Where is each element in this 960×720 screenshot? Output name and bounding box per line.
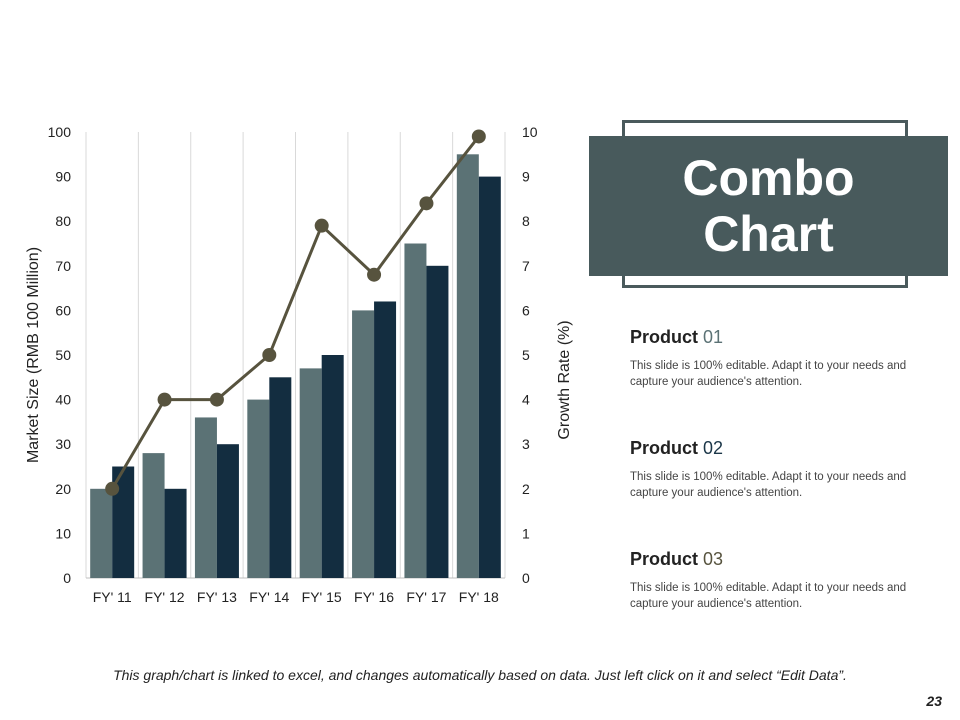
product-name: Product (630, 549, 699, 569)
bar-2 (374, 301, 397, 578)
y2-tick-label: 2 (522, 481, 530, 497)
bar-1 (247, 399, 270, 578)
footer-note: This graph/chart is linked to excel, and… (113, 667, 847, 683)
product-number: 03 (703, 549, 724, 569)
x-tick-label: FY' 13 (197, 589, 237, 605)
product-description: This slide is 100% editable. Adapt it to… (630, 582, 907, 610)
product-description: This slide is 100% editable. Adapt it to… (630, 471, 907, 499)
bar-1 (352, 310, 375, 578)
growth-rate-point (367, 267, 382, 282)
chart-line-series (105, 129, 486, 496)
y2-tick-label: 7 (522, 258, 530, 274)
product-name: Product (630, 327, 699, 347)
bar-2 (426, 265, 449, 578)
product-number: 02 (703, 438, 724, 458)
slide-title: Combo Chart (682, 150, 855, 262)
y-tick-label: 100 (48, 124, 72, 140)
x-tick-label: FY' 11 (93, 589, 132, 605)
bar-1 (404, 243, 427, 578)
combo-chart: 0 10 20 30 40 50 60 70 80 90 100 0 1 2 3 4 5 6 7 8 9 10 FY' 11… (25, 124, 573, 605)
y2-tick-label: 3 (522, 436, 530, 452)
y-axis-label: Market Size (RMB 100 Million) (25, 247, 42, 463)
growth-rate-point (419, 196, 434, 211)
product-heading: Product 01 (630, 327, 930, 348)
y2-tick-label: 9 (522, 169, 530, 185)
growth-rate-point (471, 129, 486, 144)
bar-2 (112, 466, 135, 578)
x-tick-label: FY' 14 (249, 589, 289, 605)
x-tick-label: FY' 15 (302, 589, 342, 605)
product-block-02: Product 02 This slide is 100% editable. … (630, 438, 930, 501)
y-tick-label: 0 (63, 570, 71, 586)
x-tick-label: FY' 12 (145, 589, 185, 605)
product-heading: Product 03 (630, 549, 930, 570)
y2-tick-label: 4 (522, 392, 530, 408)
bar-2 (164, 488, 187, 578)
y-tick-label: 10 (55, 525, 71, 541)
product-name: Product (630, 438, 699, 458)
growth-rate-point (209, 392, 224, 407)
bar-1 (90, 488, 113, 578)
y2-tick-label: 6 (522, 302, 530, 318)
y2-tick-label: 5 (522, 347, 530, 363)
bar-1 (194, 417, 217, 578)
x-tick-label: FY' 17 (406, 589, 446, 605)
y-tick-label: 80 (55, 213, 71, 229)
title-box: Combo Chart (589, 136, 948, 276)
x-tick-label: FY' 18 (459, 589, 499, 605)
x-tick-label: FY' 16 (354, 589, 394, 605)
bar-2 (321, 355, 344, 578)
bar-1 (299, 368, 322, 578)
y-tick-label: 60 (55, 302, 71, 318)
bar-2 (478, 176, 501, 578)
y-tick-label: 70 (55, 258, 71, 274)
growth-rate-line (110, 135, 480, 490)
y-tick-label: 20 (55, 481, 71, 497)
product-block-01: Product 01 This slide is 100% editable. … (630, 327, 930, 390)
bar-2 (269, 377, 292, 578)
product-number: 01 (703, 327, 724, 347)
growth-rate-point (157, 392, 172, 407)
growth-rate-point (314, 218, 329, 233)
product-block-03: Product 03 This slide is 100% editable. … (630, 549, 930, 612)
y2-axis-label: Growth Rate (%) (556, 320, 573, 439)
bar-1 (142, 453, 165, 578)
growth-rate-point (105, 481, 120, 496)
page-number: 23 (926, 693, 942, 709)
y2-tick-label: 0 (522, 570, 530, 586)
y-tick-label: 30 (55, 436, 71, 452)
chart-bars (90, 154, 501, 579)
chart-tick-labels: 0 10 20 30 40 50 60 70 80 90 100 0 1 2 3 4 5 6 7 8 9 10 FY' 11… (48, 124, 538, 605)
y-tick-label: 50 (55, 347, 71, 363)
y2-tick-label: 1 (522, 525, 530, 541)
y2-tick-label: 8 (522, 213, 530, 229)
product-description: This slide is 100% editable. Adapt it to… (630, 360, 907, 388)
bar-1 (456, 154, 479, 579)
product-heading: Product 02 (630, 438, 930, 459)
growth-rate-point (262, 348, 277, 362)
y2-tick-label: 10 (522, 124, 538, 140)
y-tick-label: 40 (55, 392, 71, 408)
bar-2 (216, 444, 239, 578)
y-tick-label: 90 (55, 169, 71, 185)
